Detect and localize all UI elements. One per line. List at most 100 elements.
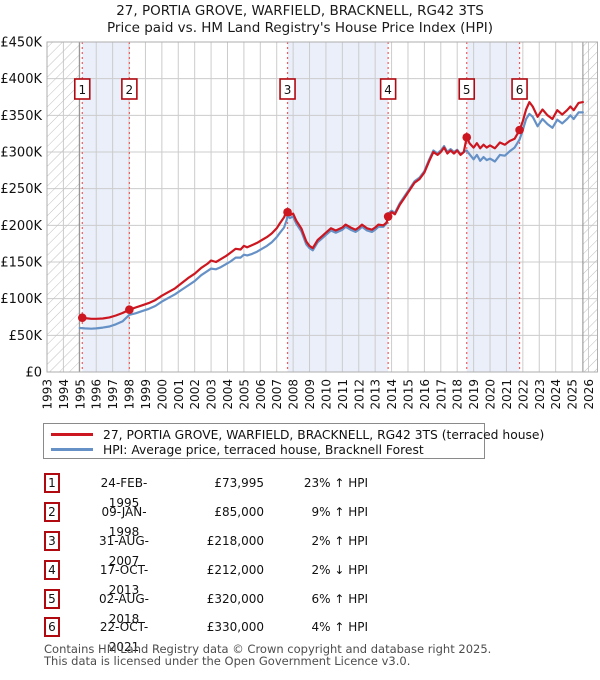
marker-number-label: 5 bbox=[463, 83, 471, 97]
hpi-shaded-band bbox=[287, 42, 389, 372]
sale-date: 31-AUG-2007 bbox=[99, 534, 149, 568]
marker-number-box bbox=[121, 78, 138, 100]
y-axis-tick-label: £400K bbox=[0, 72, 42, 87]
x-axis-tick-label: 2009 bbox=[303, 379, 317, 410]
hpi-shaded-band bbox=[466, 42, 520, 372]
y-axis-tick-label: £100K bbox=[0, 292, 42, 307]
marker-number-label: 2 bbox=[126, 83, 134, 97]
sale-hpi-diff: 6% ↑ HPI bbox=[311, 592, 368, 606]
x-axis-tick-label: 2022 bbox=[516, 379, 530, 410]
hpi-line-swatch bbox=[51, 448, 93, 451]
sale-number-badge: 3 bbox=[44, 531, 60, 551]
sale-date: 09-JAN-1998 bbox=[101, 505, 147, 539]
x-axis-tick-label: 1997 bbox=[106, 379, 120, 410]
sale-price: £212,000 bbox=[206, 563, 264, 577]
chart-title-line2: Price paid vs. HM Land Registry's House … bbox=[107, 20, 493, 36]
marker-number-box bbox=[458, 78, 476, 100]
x-axis-tick-label: 2013 bbox=[369, 379, 383, 410]
sale-row-3: 3 31-AUG-2007 £218,000 2% ↑ HPI bbox=[44, 531, 564, 568]
x-axis-tick-label: 2023 bbox=[533, 379, 547, 410]
sale-price: £85,000 bbox=[214, 505, 264, 519]
chart-title-line1: 27, PORTIA GROVE, WARFIELD, BRACKNELL, R… bbox=[116, 3, 484, 19]
y-axis-tick-label: £300K bbox=[0, 146, 42, 161]
y-axis-tick-label: £0 bbox=[25, 366, 42, 381]
sale-row-2: 2 09-JAN-1998 £85,000 9% ↑ HPI bbox=[44, 502, 564, 539]
marker-number-box bbox=[379, 78, 397, 100]
x-axis-tick-label: 2001 bbox=[172, 379, 186, 410]
y-axis-tick-label: £250K bbox=[0, 182, 42, 197]
sale-row-6: 6 22-OCT-2021 £330,000 4% ↑ HPI bbox=[44, 617, 564, 654]
x-axis-tick-label: 2011 bbox=[336, 379, 350, 410]
no-data-hatch bbox=[47, 42, 80, 372]
sale-number-badge: 4 bbox=[44, 560, 60, 580]
sale-hpi-diff: 4% ↑ HPI bbox=[311, 620, 368, 634]
sale-hpi-diff: 23% ↑ HPI bbox=[303, 476, 368, 490]
licence-footer-line2: This data is licensed under the Open Gov… bbox=[44, 653, 411, 668]
legend-entry-price-paid: 27, PORTIA GROVE, WARFIELD, BRACKNELL, R… bbox=[44, 427, 544, 442]
x-axis-tick-label: 2010 bbox=[319, 379, 333, 410]
sale-marker-dot bbox=[125, 305, 134, 314]
marker-number-label: 6 bbox=[516, 83, 524, 97]
x-axis-tick-label: 1994 bbox=[57, 379, 71, 410]
chart-title: 27, PORTIA GROVE, WARFIELD, BRACKNELL, R… bbox=[0, 3, 600, 37]
x-axis-tick-label: 2018 bbox=[451, 379, 465, 410]
sale-number-badge: 6 bbox=[44, 617, 60, 637]
price-paid-line bbox=[78, 100, 585, 320]
x-axis-tick-label: 2026 bbox=[582, 379, 596, 410]
sale-row-5: 5 02-AUG-2018 £320,000 6% ↑ HPI bbox=[44, 589, 564, 626]
licence-footer: Contains HM Land Registry data © Crown c… bbox=[44, 642, 492, 668]
x-axis-tick-label: 2024 bbox=[549, 379, 563, 410]
sale-price: £73,995 bbox=[214, 476, 264, 490]
y-axis-tick-label: £150K bbox=[0, 256, 42, 271]
x-axis-tick-label: 1998 bbox=[123, 379, 137, 410]
marker-number-label: 3 bbox=[284, 83, 292, 97]
x-axis-tick-label: 2006 bbox=[254, 379, 268, 410]
sale-row-1: 1 24-FEB-1995 £73,995 23% ↑ HPI bbox=[44, 473, 564, 510]
x-axis-tick-label: 2021 bbox=[500, 379, 514, 410]
legend-entry-hpi: HPI: Average price, terraced house, Brac… bbox=[44, 442, 484, 457]
sale-date: 02-AUG-2018 bbox=[99, 592, 149, 626]
x-axis-tick-label: 2012 bbox=[352, 379, 366, 410]
y-axis-tick-label: £350K bbox=[0, 109, 42, 124]
sale-marker-dot bbox=[283, 207, 292, 217]
x-axis-tick-label: 2019 bbox=[467, 379, 481, 410]
price-paid-line-swatch bbox=[51, 433, 93, 436]
sale-date: 24-FEB-1995 bbox=[100, 476, 148, 510]
price-history-chart: 1 2 3 4 5 6 £0 £50K £100K £150K £200K £250K £300K £35… bbox=[0, 36, 598, 410]
x-axis-tick-label: 2015 bbox=[401, 379, 415, 410]
x-axis-tick-label: 2014 bbox=[385, 379, 399, 410]
x-axis-tick-label: 2017 bbox=[434, 379, 448, 410]
sale-marker-dot bbox=[515, 125, 524, 135]
y-axis-tick-label: £200K bbox=[0, 219, 42, 234]
sale-row-4: 4 17-OCT-2013 £212,000 2% ↓ HPI bbox=[44, 560, 564, 597]
marker-number-box bbox=[73, 78, 91, 100]
x-axis-tick-label: 2002 bbox=[188, 379, 202, 410]
sale-marker-dot bbox=[77, 313, 87, 323]
sale-date: 22-OCT-2021 bbox=[99, 620, 149, 654]
x-axis-tick-label: 2020 bbox=[484, 379, 498, 410]
x-axis-tick-label: 2007 bbox=[270, 379, 284, 410]
licence-footer-line1: Contains HM Land Registry data © Crown c… bbox=[44, 642, 492, 656]
x-axis-tick-label: 1995 bbox=[73, 379, 87, 410]
x-axis-tick-label: 2004 bbox=[221, 379, 235, 410]
x-axis-tick-label: 1996 bbox=[90, 379, 104, 410]
marker-number-box bbox=[511, 78, 528, 100]
x-axis-tick-label: 2005 bbox=[237, 379, 251, 410]
y-axis-tick-label: £450K bbox=[0, 36, 42, 51]
sale-number-badge: 2 bbox=[44, 502, 60, 522]
sale-number-badge: 5 bbox=[44, 589, 60, 609]
sale-price: £218,000 bbox=[206, 534, 264, 548]
marker-number-box bbox=[279, 78, 296, 100]
sale-number-badge: 1 bbox=[44, 473, 60, 493]
sale-marker-dot bbox=[383, 212, 393, 221]
x-axis-tick-label: 2008 bbox=[287, 379, 301, 410]
x-axis-tick-label: 2003 bbox=[205, 379, 219, 410]
no-data-hatch bbox=[582, 42, 598, 372]
sale-price: £320,000 bbox=[206, 592, 264, 606]
sale-hpi-diff: 2% ↓ HPI bbox=[311, 563, 368, 577]
x-axis-tick-label: 2000 bbox=[155, 379, 169, 410]
hpi-line bbox=[78, 111, 585, 330]
marker-number-label: 1 bbox=[78, 83, 86, 97]
legend-label-price-paid: 27, PORTIA GROVE, WARFIELD, BRACKNELL, R… bbox=[103, 427, 545, 442]
